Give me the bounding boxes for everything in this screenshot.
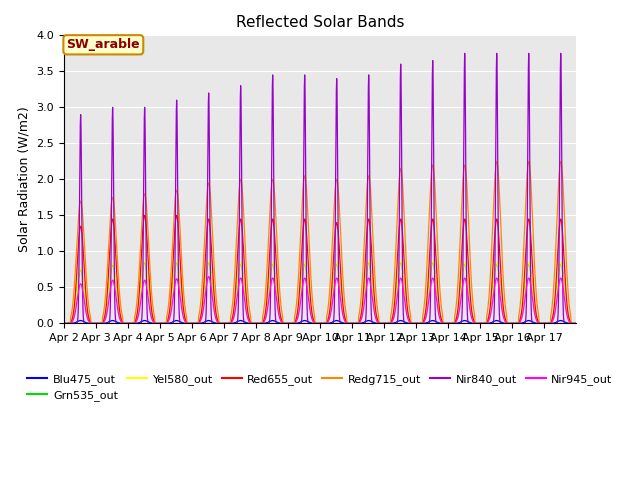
Nir945_out [205, 274, 212, 279]
Nir840_out [140, 146, 148, 152]
Legend: Blu475_out, Grn535_out, Yel580_out, Red655_out, Redg715_out, Nir840_out, Nir945_: Blu475_out, Grn535_out, Yel580_out, Red6… [23, 369, 617, 406]
Line: Nir945_out: Nir945_out [64, 276, 576, 324]
Blu475_out [77, 318, 84, 324]
Grn535_out [141, 259, 148, 265]
Nir840_out [296, 321, 304, 326]
Yel580_out [516, 318, 524, 324]
Nir840_out [60, 321, 68, 326]
Red655_out [440, 321, 448, 326]
Redg715_out [572, 321, 580, 326]
Nir945_out [572, 321, 580, 326]
Redg715_out [516, 309, 524, 315]
Yel580_out [440, 321, 448, 326]
Nir945_out [440, 321, 448, 326]
Grn535_out [516, 318, 524, 324]
Blu475_out [572, 321, 580, 326]
Yel580_out [60, 321, 68, 326]
Line: Yel580_out: Yel580_out [64, 262, 576, 324]
Yel580_out [566, 316, 573, 322]
Line: Red655_out: Red655_out [64, 216, 576, 324]
Nir840_out [306, 321, 314, 326]
Blu475_out [566, 321, 573, 326]
Nir840_out [440, 321, 448, 326]
Title: Reflected Solar Bands: Reflected Solar Bands [236, 15, 404, 30]
Blu475_out [60, 321, 68, 326]
Nir945_out [297, 298, 305, 304]
Red655_out [566, 317, 573, 323]
Line: Redg715_out: Redg715_out [64, 161, 576, 324]
Blu475_out [516, 321, 524, 326]
Grn535_out [440, 321, 448, 326]
Grn535_out [572, 321, 580, 326]
Redg715_out [296, 237, 304, 242]
Grn535_out [140, 260, 148, 266]
Red655_out [141, 213, 148, 218]
Blu475_out [297, 319, 305, 325]
Redg715_out [566, 304, 573, 310]
Redg715_out [306, 258, 314, 264]
Red655_out [516, 318, 524, 324]
Red655_out [297, 268, 305, 274]
Nir945_out [516, 320, 524, 325]
Blu475_out [140, 318, 148, 324]
Grn535_out [566, 316, 573, 322]
Grn535_out [60, 321, 68, 326]
Red655_out [307, 295, 314, 300]
Nir945_out [140, 278, 148, 284]
Nir945_out [60, 321, 68, 326]
Text: SW_arable: SW_arable [67, 38, 140, 51]
Red655_out [572, 321, 580, 326]
Red655_out [140, 215, 148, 220]
Redg715_out [60, 321, 68, 326]
Nir945_out [307, 309, 314, 315]
Redg715_out [440, 321, 448, 326]
Grn535_out [307, 302, 314, 308]
Line: Grn535_out: Grn535_out [64, 262, 576, 324]
Yel580_out [572, 321, 580, 326]
Blu475_out [307, 320, 314, 325]
Line: Nir840_out: Nir840_out [64, 53, 576, 324]
Red655_out [60, 321, 68, 326]
Y-axis label: Solar Radiation (W/m2): Solar Radiation (W/m2) [18, 107, 31, 252]
Nir945_out [566, 319, 573, 324]
Yel580_out [141, 259, 148, 264]
Grn535_out [297, 287, 305, 293]
Nir840_out [516, 321, 524, 326]
Nir840_out [566, 321, 573, 326]
Nir840_out [572, 321, 580, 326]
Blu475_out [440, 321, 448, 326]
Yel580_out [140, 260, 148, 265]
Yel580_out [307, 301, 314, 307]
Line: Blu475_out: Blu475_out [64, 321, 576, 324]
Nir840_out [461, 50, 468, 56]
Redg715_out [493, 158, 500, 164]
Yel580_out [297, 287, 305, 292]
Redg715_out [140, 192, 148, 198]
